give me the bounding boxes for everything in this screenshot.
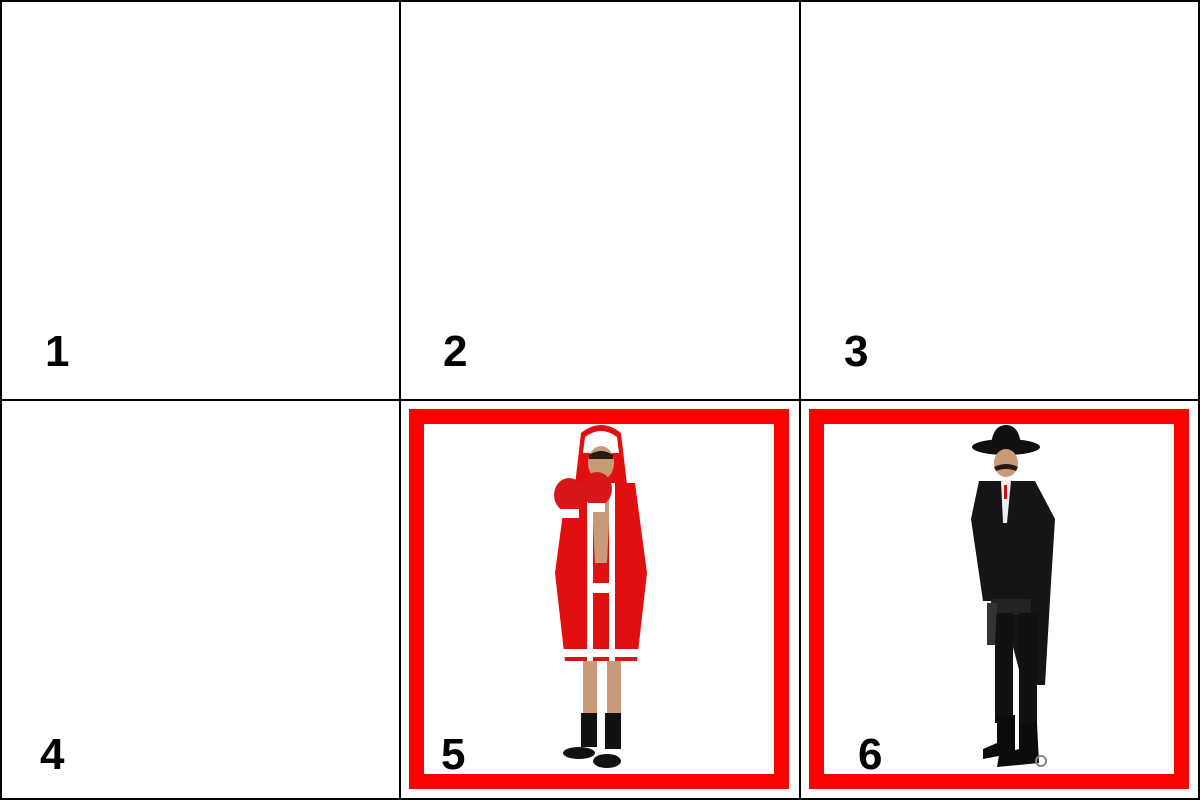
tile-number: 6 [858,730,883,779]
sheriff-costume-image [971,425,1055,767]
tile-number: 4 [40,730,65,779]
grid-border-top [0,0,1200,2]
tile-3[interactable]: 3 [801,2,1198,399]
selection-frame [409,409,789,789]
tile-6[interactable]: 6 [801,401,1198,798]
tile-4[interactable]: 4 [2,401,399,798]
tile-number: 5 [441,730,466,779]
grid-divider-vertical-1 [399,0,401,800]
tile-number: 2 [443,327,468,376]
grid-divider-vertical-2 [799,0,801,800]
selection-frame [809,409,1189,789]
grid-border-bottom [0,798,1200,800]
tile-number: 3 [844,327,869,376]
tile-2[interactable]: 2 [401,2,799,399]
boxer-costume-image [554,425,647,768]
grid-divider-horizontal [0,399,1200,401]
tile-number: 1 [45,327,70,376]
tile-1[interactable]: 1 [2,2,399,399]
tile-5[interactable]: 5 [401,401,799,798]
